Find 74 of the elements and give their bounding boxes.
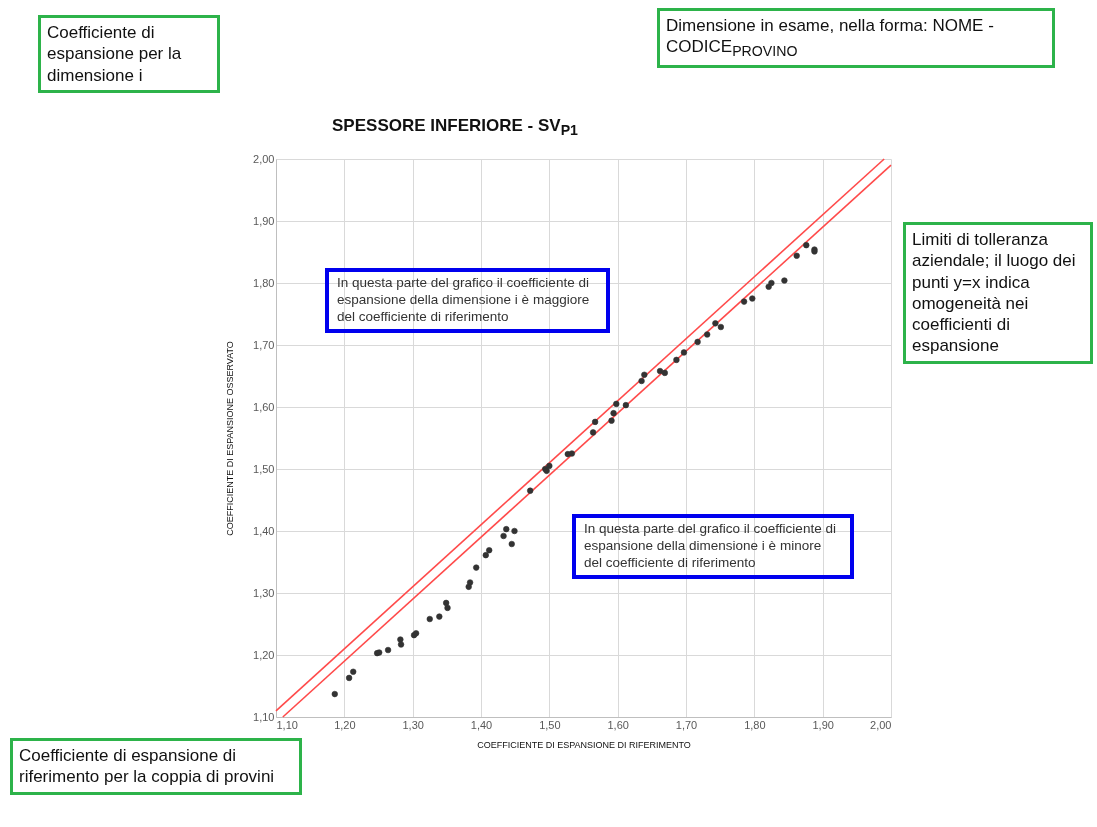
point <box>503 526 510 533</box>
y-tick-label: 1,80 <box>253 276 275 289</box>
point <box>465 583 472 590</box>
point <box>765 283 772 290</box>
point <box>508 540 515 548</box>
x-axis-title: COEFFICIENTE DI ESPANSIONE DI RIFERIMENTO <box>477 739 691 750</box>
y-tick-label: 1,20 <box>253 648 275 661</box>
x-tick-label: 1,30 <box>402 718 424 731</box>
point <box>397 641 405 648</box>
point <box>740 298 748 305</box>
y-tick-label: 1,90 <box>253 214 275 227</box>
point <box>466 579 474 586</box>
y-tick-label: 1,10 <box>253 710 275 723</box>
y-tick-label: 1,60 <box>253 400 275 413</box>
point <box>622 402 629 409</box>
y-tick-label: 1,50 <box>253 462 275 475</box>
point <box>350 668 357 675</box>
x-tick-label: 1,20 <box>334 718 356 731</box>
point <box>704 331 711 338</box>
point <box>482 552 489 559</box>
x-tick-label: 1,40 <box>470 718 493 731</box>
y-tick-label: 2,00 <box>253 152 275 165</box>
point <box>712 320 719 327</box>
point <box>656 367 664 375</box>
x-tick-label: 1,80 <box>744 718 766 731</box>
point <box>673 356 680 363</box>
x-tick-label: 1,50 <box>539 718 561 731</box>
point <box>608 417 615 424</box>
point <box>749 295 756 302</box>
point <box>694 338 701 346</box>
point <box>680 349 688 356</box>
text: Coefficiente di espansione di riferimento per la coppia di provini <box>10 738 302 795</box>
point <box>717 323 724 331</box>
point <box>384 646 392 654</box>
x-tick-label: 1,70 <box>675 718 698 731</box>
point <box>511 527 518 535</box>
x-tick-label: 2,00 <box>870 718 892 731</box>
point <box>500 532 507 540</box>
annotation: In questa parte del grafico il coefficiente di espansione della dimensione i è maggiore del coefficiente di riferimento <box>325 268 610 333</box>
point <box>803 242 810 249</box>
point <box>444 604 451 611</box>
y-tick-label: 1,30 <box>253 586 275 599</box>
text: Limiti di tolleranza aziendale; il luogo dei punti y=x indica omogeneità nei coefficienti di espansione <box>903 222 1093 364</box>
y-tick-label: 1,40 <box>253 524 275 537</box>
point <box>768 279 775 287</box>
point <box>345 674 353 682</box>
point <box>331 690 338 698</box>
point <box>443 599 450 607</box>
chart-title: SPESSORE INFERIORE - SV$_{P1}$ <box>331 116 579 139</box>
annotation: In questa parte del grafico il coefficiente di espansione della dimensione i è minore del coefficiente di riferimento <box>572 514 854 579</box>
point <box>397 636 404 643</box>
text: Coefficiente di espansione per la dimensione i <box>38 15 220 93</box>
y-axis-title: COEFFICIENTE DI ESPANSIONE OSSERVATO <box>225 341 236 536</box>
point <box>426 615 433 623</box>
point <box>781 277 788 284</box>
x-tick-label: 1,90 <box>812 718 834 731</box>
point <box>568 450 576 457</box>
point <box>610 410 617 417</box>
point <box>661 369 668 377</box>
x-tick-label: 1,10 <box>276 718 298 731</box>
point <box>591 418 599 425</box>
x-tick-label: 1,60 <box>607 718 629 731</box>
point <box>546 462 553 470</box>
point <box>589 429 597 436</box>
point <box>436 613 443 620</box>
text: Dimensione in esame, nella forma: NOME - CODICE$_{PROVINO}$ <box>657 8 1055 69</box>
point <box>793 252 800 259</box>
point <box>473 564 480 571</box>
point <box>486 547 493 554</box>
y-tick-label: 1,70 <box>253 338 275 351</box>
point <box>641 371 648 378</box>
point <box>613 400 620 408</box>
point <box>638 377 645 385</box>
point <box>527 487 534 494</box>
